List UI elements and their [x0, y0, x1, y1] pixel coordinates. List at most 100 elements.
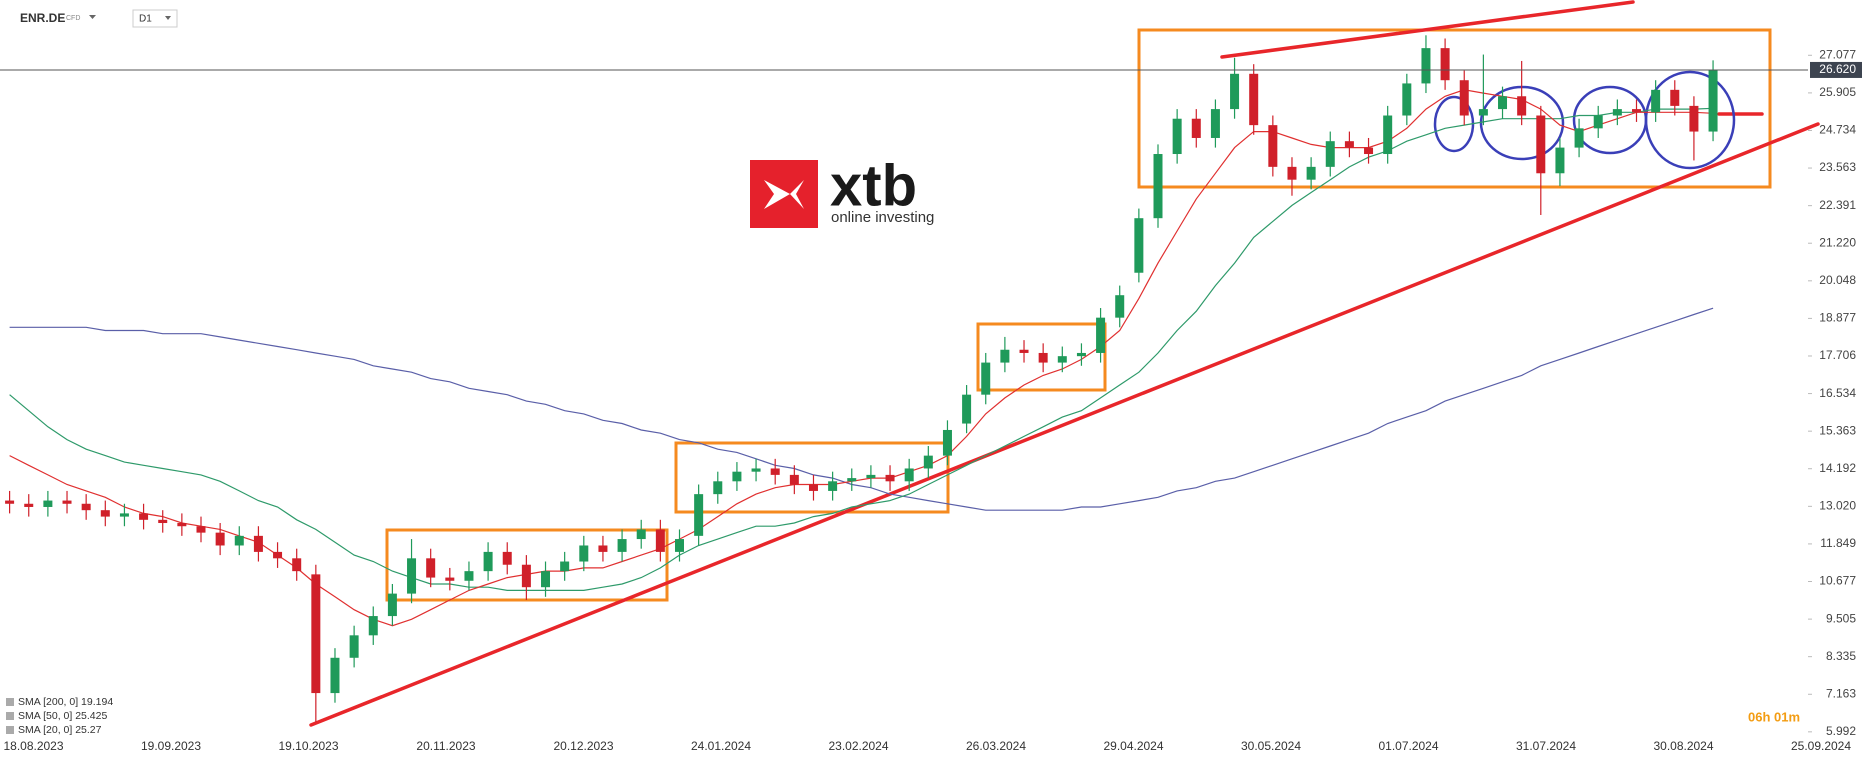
candle-body	[579, 545, 589, 562]
candle-body	[694, 494, 704, 536]
current-price-label: 26.620	[1819, 62, 1856, 76]
candle-body	[1402, 83, 1412, 116]
candle-body	[981, 362, 991, 395]
y-tick-label: 15.363	[1819, 423, 1856, 437]
interval-select[interactable]	[132, 9, 178, 28]
y-tick-label: 16.534	[1819, 386, 1856, 400]
candle-body	[426, 558, 436, 578]
candle-body	[1612, 109, 1622, 116]
interval: D1	[139, 14, 152, 25]
candle-body	[177, 523, 187, 527]
candle-body	[885, 474, 895, 482]
y-tick-label: 18.877	[1819, 311, 1856, 325]
candle-body	[387, 593, 397, 617]
x-tick-label: 20.11.2023	[416, 739, 475, 753]
x-tick-label: 01.07.2024	[1378, 739, 1438, 753]
trend-line	[1220, 0, 1635, 59]
dropdown-arrow[interactable]	[165, 16, 171, 20]
range-box	[976, 322, 1107, 392]
candle-body	[1440, 48, 1450, 81]
legend-entry: SMA [20, 0] 25.27	[18, 724, 102, 736]
legend-icon	[6, 726, 14, 734]
x-tick-label: 26.03.2024	[966, 739, 1026, 753]
candle-body	[1574, 128, 1584, 148]
x-tick-label: 23.02.2024	[828, 739, 888, 753]
y-tick-label: 14.192	[1819, 461, 1856, 475]
candle-body	[234, 535, 244, 546]
candle-body	[1115, 295, 1125, 318]
legend-name: SMA [50, 0]	[18, 710, 72, 722]
y-tick-label: 24.734	[1819, 123, 1856, 137]
candle-body	[1536, 115, 1546, 174]
y-tick-label: 23.563	[1819, 160, 1856, 174]
x-tick-label: 19.09.2023	[141, 739, 201, 753]
candle-body	[751, 468, 761, 472]
candle-body	[368, 616, 378, 636]
y-tick-label: 10.677	[1819, 574, 1856, 588]
candle-body	[445, 577, 455, 581]
y-tick-label: 21.220	[1819, 235, 1856, 249]
candle-body	[1708, 69, 1718, 132]
x-tick-label: 24.01.2024	[691, 739, 751, 753]
candle-body	[1670, 89, 1680, 106]
x-tick-label: 30.08.2024	[1653, 739, 1713, 753]
candle-body	[1459, 80, 1469, 116]
candle-body	[1230, 73, 1240, 110]
y-tick-label: 9.505	[1826, 611, 1856, 625]
y-tick-label: 13.020	[1819, 499, 1856, 513]
candle-body	[253, 535, 263, 552]
candle-body	[675, 539, 684, 552]
candle-body	[655, 529, 665, 552]
x-tick-label: 30.05.2024	[1241, 739, 1301, 753]
candle-body	[502, 551, 512, 565]
logo-tagline: online investing	[831, 209, 934, 226]
candle-body	[1383, 115, 1393, 155]
candle-body	[1498, 96, 1508, 110]
dropdown-arrow[interactable]	[89, 15, 96, 19]
candle-body	[617, 539, 627, 552]
candle-body	[808, 484, 818, 491]
range-box	[674, 441, 950, 514]
candle-body	[43, 500, 53, 507]
legend-name: SMA [200, 0]	[18, 696, 78, 708]
candle-body	[1632, 109, 1641, 113]
candle-body	[1172, 118, 1182, 155]
candle-body	[24, 503, 34, 507]
x-tick-label: 19.10.2023	[278, 739, 338, 753]
legend-icon	[6, 712, 14, 720]
y-tick-label: 8.335	[1826, 649, 1856, 663]
legend-icon	[6, 698, 14, 706]
y-tick-label: 25.905	[1819, 85, 1856, 99]
candle-body	[1000, 349, 1010, 363]
candle-body	[5, 500, 15, 504]
candle-body	[273, 551, 283, 559]
candles	[5, 35, 1718, 722]
current-price-box	[1810, 61, 1862, 78]
legend-value: 19.194	[81, 696, 113, 708]
candle-body	[1344, 141, 1354, 148]
candle-body	[1651, 89, 1661, 113]
candle-body	[311, 574, 321, 694]
candle-body	[732, 471, 742, 482]
y-tick-label: 5.992	[1826, 724, 1856, 738]
logo-name: xtb	[830, 153, 917, 218]
y-tick-label: 17.706	[1819, 348, 1856, 362]
x-tick-label: 25.09.2024	[1791, 739, 1851, 753]
x-tick-label: 31.07.2024	[1516, 739, 1576, 753]
y-tick-label: 7.163	[1826, 686, 1856, 700]
ring	[1644, 70, 1736, 170]
range-box	[1137, 28, 1772, 189]
candle-body	[119, 513, 129, 517]
candle-body	[521, 564, 531, 588]
candle-body	[962, 394, 972, 424]
candle-body	[1517, 96, 1527, 116]
candle-body	[1478, 109, 1488, 116]
ring	[1572, 85, 1648, 155]
candle-body	[713, 481, 723, 495]
logo-icon	[764, 180, 804, 209]
candle-body	[560, 561, 570, 572]
legend-value: 25.27	[75, 724, 101, 736]
candle-body	[847, 478, 857, 482]
